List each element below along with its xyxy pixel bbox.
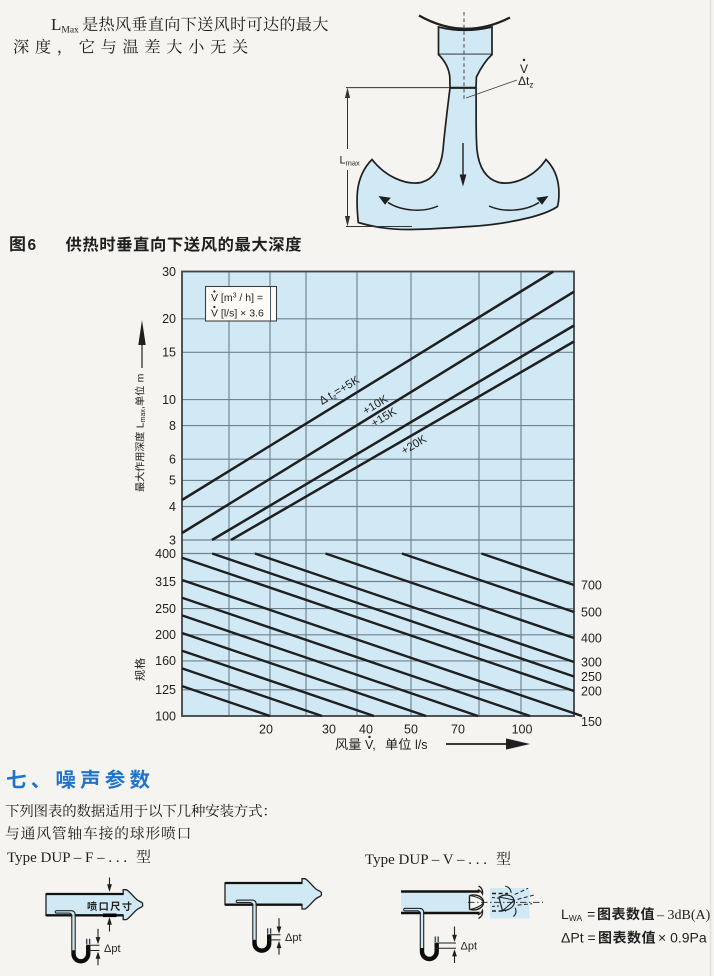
svg-text:200: 200 (155, 628, 176, 642)
svg-text:Lmax: Lmax (340, 155, 361, 168)
svg-text:l/s: l/s (415, 738, 428, 752)
svg-text:500: 500 (581, 605, 602, 619)
svg-text:m: m (135, 373, 147, 382)
svg-text:20: 20 (162, 312, 176, 326)
svg-text:Δtz: Δtz (518, 74, 533, 90)
svg-text:V [l/s] × 3.6: V [l/s] × 3.6 (211, 308, 264, 320)
svg-text:200: 200 (581, 684, 602, 698)
svg-text:400: 400 (581, 631, 602, 645)
svg-text:100: 100 (512, 723, 533, 737)
svg-text:125: 125 (155, 683, 176, 697)
svg-text:× 0.9Pa: × 0.9Pa (658, 930, 707, 946)
svg-text:V [m3 / h] =: V [m3 / h] = (211, 292, 263, 304)
svg-text:50: 50 (404, 723, 418, 737)
svg-text:LWA =: LWA = (561, 906, 595, 923)
svg-text:10: 10 (162, 393, 176, 407)
svg-text:250: 250 (581, 670, 602, 684)
svg-text:250: 250 (155, 602, 176, 616)
svg-text:Type DUP – F – . . .: Type DUP – F – . . . (7, 850, 127, 866)
svg-text:Type DUP – V – . . .: Type DUP – V – . . . (365, 852, 487, 868)
svg-text:6: 6 (169, 453, 176, 467)
svg-text:– 3dB(A): – 3dB(A) (656, 908, 711, 923)
svg-text:ΔPt =: ΔPt = (561, 930, 596, 946)
svg-text:20: 20 (259, 723, 273, 737)
svg-text:V: V (520, 62, 528, 76)
svg-text:Δpt: Δpt (461, 941, 478, 953)
svg-text:Δpt: Δpt (104, 943, 121, 955)
svg-text:400: 400 (155, 547, 176, 561)
svg-text:Δpt: Δpt (285, 932, 302, 944)
svg-text:V,: V, (365, 738, 376, 752)
svg-text:700: 700 (581, 578, 602, 592)
svg-text:LMax: LMax (51, 15, 79, 36)
svg-text:70: 70 (451, 723, 465, 737)
svg-text:30: 30 (162, 265, 176, 279)
svg-text:15: 15 (162, 346, 176, 360)
svg-text:160: 160 (155, 654, 176, 668)
svg-text:3: 3 (169, 533, 176, 547)
svg-text:300: 300 (581, 655, 602, 669)
svg-text:30: 30 (322, 723, 336, 737)
svg-text:Lmax,: Lmax, (135, 406, 148, 428)
svg-text:6: 6 (28, 237, 37, 254)
svg-text:150: 150 (581, 715, 602, 729)
svg-text:40: 40 (359, 723, 373, 737)
svg-text:315: 315 (155, 575, 176, 589)
svg-text:5: 5 (169, 474, 176, 488)
svg-text:8: 8 (169, 419, 176, 433)
svg-text:4: 4 (169, 500, 176, 514)
svg-text:100: 100 (155, 709, 176, 723)
